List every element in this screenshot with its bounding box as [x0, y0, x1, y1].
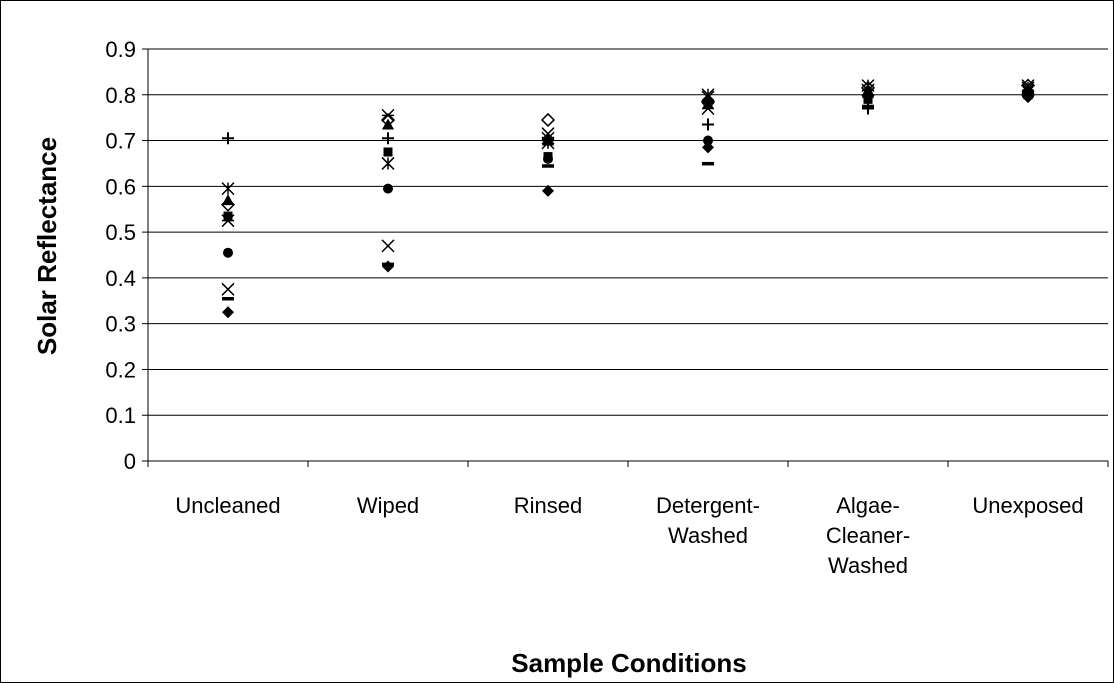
x-category-label: Unexposed	[972, 493, 1083, 518]
data-point-plus	[862, 102, 874, 115]
data-point-open-diamond	[380, 112, 396, 128]
data-point-dash	[542, 164, 554, 168]
data-point-dash	[222, 296, 234, 301]
y-tick-label: 0.5	[105, 220, 136, 245]
data-point-star	[221, 182, 235, 196]
y-tick-label: 0.4	[105, 266, 136, 291]
x-category-label: Rinsed	[514, 493, 582, 518]
data-point-plus	[542, 134, 554, 147]
data-point-circle	[543, 153, 553, 164]
y-tick-label: 0.7	[105, 129, 136, 154]
data-point-asterisk	[381, 108, 395, 122]
data-point-square	[383, 147, 393, 157]
x-category-label: Algae- Cleaner- Washed	[826, 493, 910, 578]
data-point-open-diamond	[540, 112, 556, 128]
y-tick-label: 0.6	[105, 174, 136, 199]
data-point-open-diamond	[700, 94, 716, 109]
x-category-label-line: Unexposed	[972, 493, 1083, 518]
data-point-asterisk	[221, 214, 235, 228]
data-point-dash	[1022, 93, 1034, 97]
data-point-square	[223, 211, 233, 221]
data-point-star	[381, 156, 395, 170]
data-point-circle	[383, 183, 393, 194]
x-category-label: Uncleaned	[175, 493, 280, 518]
y-tick-label: 0	[124, 449, 136, 474]
axes	[142, 48, 1109, 467]
y-tick-label: 0.1	[105, 403, 136, 428]
x-category-label-line: Algae-	[836, 493, 900, 518]
data-point-asterisk	[541, 131, 555, 145]
x-category-label-line: Cleaner-	[826, 523, 910, 548]
x-category-label-line: Uncleaned	[175, 493, 280, 518]
data-point-plus	[382, 132, 394, 145]
x-category-label-line: Washed	[668, 523, 748, 548]
x-category-label: Detergent- Washed	[656, 493, 760, 548]
data-point-dash	[862, 104, 874, 109]
gridlines	[148, 48, 1108, 416]
x-category-label-line: Rinsed	[514, 493, 582, 518]
data-point-circle	[703, 135, 713, 146]
data-point-circle	[223, 247, 233, 258]
data-point-plus	[702, 118, 714, 131]
data-point-diamond	[382, 260, 394, 273]
x-category-label-line: Wiped	[357, 493, 419, 518]
data-point-open-diamond	[1020, 78, 1036, 93]
x-category-label-line: Washed	[828, 553, 908, 578]
y-tick-label: 0.9	[105, 37, 136, 62]
y-axis-title: Solar Reflectance	[32, 137, 62, 355]
data-point-asterisk	[1021, 83, 1035, 97]
y-tick-label: 0.8	[105, 83, 136, 108]
y-tick-label: 0.2	[105, 357, 136, 382]
data-point-x	[221, 282, 235, 296]
data-point-diamond	[542, 184, 554, 197]
y-tick-label: 0.3	[105, 312, 136, 337]
data-point-dash	[702, 161, 714, 166]
data-point-x	[381, 239, 395, 253]
x-category-labels: Uncleaned Wiped Rinsed Detergent-WashedAlga…	[175, 493, 1083, 578]
data-points	[220, 78, 1036, 319]
data-point-triangle	[382, 118, 394, 130]
y-tick-labels: 0 0.1 0.2 0.3 0.4 0.5 0.6 0.7 0.8 0.9	[105, 37, 136, 474]
data-point-open-diamond	[220, 197, 236, 212]
data-point-diamond	[222, 306, 234, 319]
x-category-label: Wiped	[357, 493, 419, 518]
data-point-plus	[222, 132, 234, 145]
data-point-dash	[382, 262, 394, 267]
x-axis-title: Sample Conditions	[511, 648, 746, 678]
data-point-open-diamond	[860, 80, 876, 95]
x-category-label-line: Detergent-	[656, 493, 760, 518]
